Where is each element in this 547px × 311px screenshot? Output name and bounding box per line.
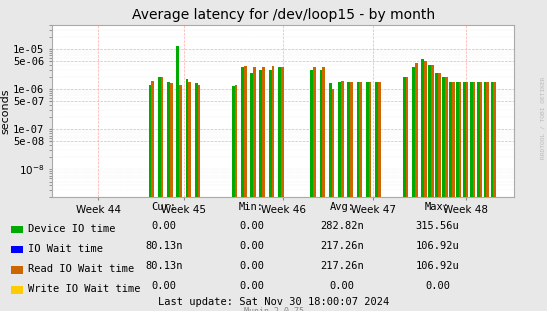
Bar — [438, 73, 441, 311]
Y-axis label: seconds: seconds — [1, 88, 10, 134]
Bar — [456, 82, 459, 311]
Text: Read IO Wait time: Read IO Wait time — [28, 264, 135, 274]
Text: 0.00: 0.00 — [239, 281, 264, 291]
Bar — [281, 67, 283, 311]
Text: Device IO time: Device IO time — [28, 224, 116, 234]
Bar — [357, 82, 359, 311]
Text: 315.56u: 315.56u — [416, 220, 459, 230]
Text: Last update: Sat Nov 30 18:00:07 2024: Last update: Sat Nov 30 18:00:07 2024 — [158, 297, 389, 307]
Text: 0.00: 0.00 — [329, 281, 354, 291]
Bar — [244, 66, 247, 311]
Title: Average latency for /dev/loop15 - by month: Average latency for /dev/loop15 - by mon… — [131, 8, 435, 22]
Bar — [403, 77, 405, 311]
Bar — [310, 70, 313, 311]
Bar — [486, 82, 489, 311]
Bar — [491, 82, 493, 311]
Bar — [161, 77, 164, 311]
Bar — [480, 82, 482, 311]
Bar — [369, 82, 371, 311]
Bar — [405, 77, 408, 311]
Bar — [431, 65, 434, 311]
Bar — [477, 82, 480, 311]
Bar — [463, 82, 465, 311]
Bar — [350, 82, 353, 311]
Bar — [235, 85, 237, 311]
Bar — [421, 59, 424, 311]
Text: RRDTOOL / TOBI OETIKER: RRDTOOL / TOBI OETIKER — [541, 77, 546, 160]
Bar — [253, 67, 256, 311]
Text: 80.13n: 80.13n — [146, 241, 183, 251]
Bar — [415, 63, 417, 311]
Bar — [313, 67, 316, 311]
Bar — [149, 85, 152, 311]
Text: Munin 2.0.75: Munin 2.0.75 — [243, 307, 304, 311]
Bar — [278, 67, 281, 311]
Text: Min:: Min: — [239, 202, 264, 212]
Bar — [428, 65, 431, 311]
Text: 282.82n: 282.82n — [320, 220, 364, 230]
Bar — [470, 82, 473, 311]
Bar — [262, 67, 265, 311]
Bar — [167, 82, 170, 311]
Bar — [176, 46, 179, 311]
Text: 0.00: 0.00 — [425, 281, 450, 291]
Text: IO Wait time: IO Wait time — [28, 244, 103, 254]
Bar — [465, 82, 468, 311]
Text: 106.92u: 106.92u — [416, 261, 459, 271]
Text: 217.26n: 217.26n — [320, 241, 364, 251]
Bar — [331, 89, 334, 311]
Bar — [152, 81, 154, 311]
Bar — [251, 73, 253, 311]
Bar — [341, 81, 344, 311]
Bar — [452, 82, 455, 311]
Bar — [329, 83, 331, 311]
Bar — [449, 82, 452, 311]
Bar — [435, 73, 438, 311]
Bar — [375, 82, 378, 311]
Text: Avg:: Avg: — [329, 202, 354, 212]
Bar — [412, 67, 415, 311]
Bar — [259, 70, 262, 311]
Bar — [185, 79, 188, 311]
Bar — [347, 82, 350, 311]
Bar — [269, 70, 271, 311]
Bar — [442, 77, 445, 311]
Bar — [232, 86, 235, 311]
Bar — [271, 66, 274, 311]
Text: Write IO Wait time: Write IO Wait time — [28, 284, 141, 294]
Bar — [459, 82, 462, 311]
Bar — [378, 82, 381, 311]
Text: 0.00: 0.00 — [239, 261, 264, 271]
Bar — [322, 67, 325, 311]
Text: Cur:: Cur: — [152, 202, 177, 212]
Bar — [424, 61, 427, 311]
Bar — [473, 82, 475, 311]
Bar — [188, 82, 191, 311]
Bar — [170, 83, 173, 311]
Text: 80.13n: 80.13n — [146, 261, 183, 271]
Text: 0.00: 0.00 — [152, 281, 177, 291]
Text: 217.26n: 217.26n — [320, 261, 364, 271]
Text: 0.00: 0.00 — [239, 241, 264, 251]
Bar — [319, 70, 322, 311]
Bar — [158, 77, 161, 311]
Bar — [366, 82, 369, 311]
Bar — [359, 82, 362, 311]
Bar — [195, 83, 197, 311]
Bar — [338, 82, 341, 311]
Text: 106.92u: 106.92u — [416, 241, 459, 251]
Text: 0.00: 0.00 — [152, 220, 177, 230]
Text: Max:: Max: — [425, 202, 450, 212]
Bar — [484, 82, 486, 311]
Bar — [179, 85, 182, 311]
Bar — [241, 67, 244, 311]
Bar — [445, 77, 447, 311]
Bar — [197, 85, 200, 311]
Bar — [493, 82, 496, 311]
Text: 0.00: 0.00 — [239, 220, 264, 230]
